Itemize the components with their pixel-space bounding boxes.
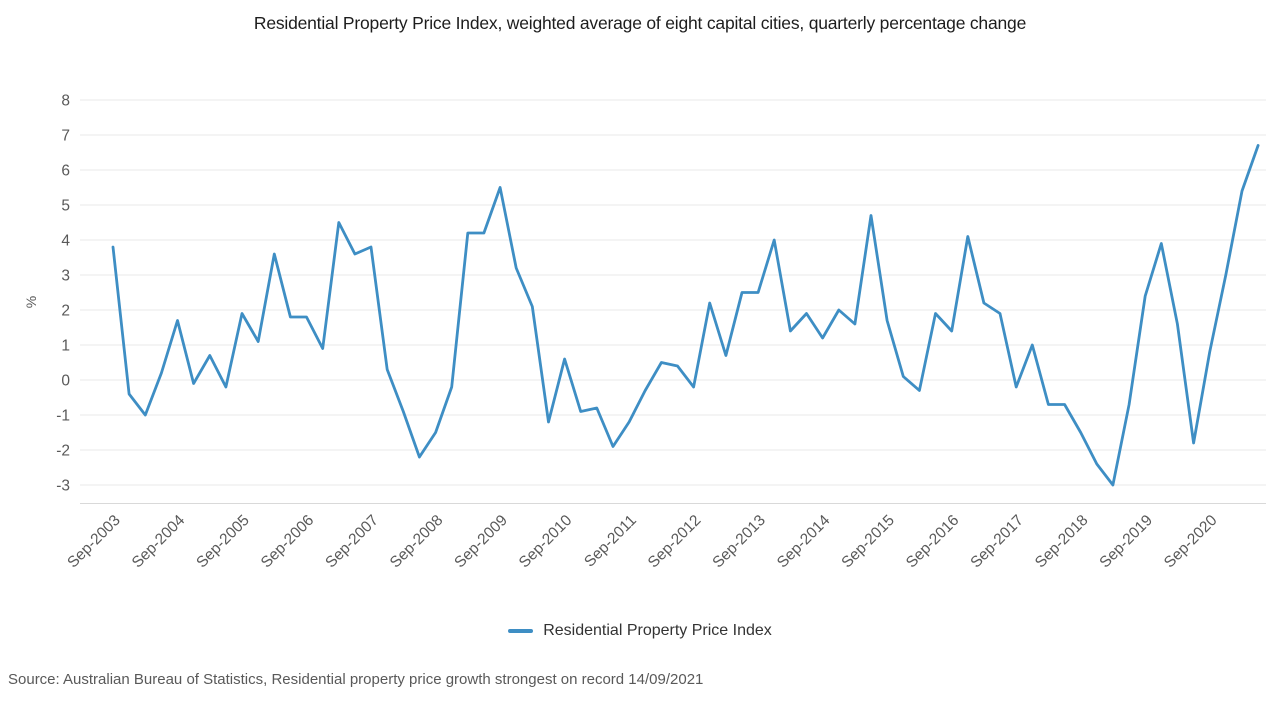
x-tick-label: Sep-2016 bbox=[903, 512, 963, 572]
x-tick-label: Sep-2007 bbox=[322, 512, 382, 572]
x-tick-label: Sep-2006 bbox=[258, 512, 318, 572]
y-tick-label: 7 bbox=[61, 128, 70, 145]
legend-label: Residential Property Price Index bbox=[543, 622, 772, 639]
legend-marker-line bbox=[508, 629, 534, 633]
y-tick-label: -2 bbox=[56, 443, 70, 460]
x-tick-label: Sep-2014 bbox=[774, 512, 834, 572]
y-tick-label: 8 bbox=[61, 93, 70, 110]
x-tick-label: Sep-2008 bbox=[387, 512, 447, 572]
x-tick-label: Sep-2011 bbox=[581, 512, 640, 571]
y-tick-label: 3 bbox=[61, 268, 70, 285]
y-axis-title: % bbox=[23, 296, 39, 308]
x-tick-label: Sep-2019 bbox=[1096, 512, 1156, 572]
x-tick-label: Sep-2015 bbox=[838, 512, 898, 572]
x-tick-label: Sep-2017 bbox=[967, 512, 1027, 572]
x-tick-label: Sep-2009 bbox=[451, 512, 511, 572]
chart-title: Residential Property Price Index, weight… bbox=[253, 13, 1027, 33]
x-tick-label: Sep-2013 bbox=[709, 512, 769, 572]
price-index-line bbox=[111, 144, 1260, 487]
y-tick-label: 1 bbox=[61, 338, 70, 355]
y-tick-label: -3 bbox=[56, 478, 70, 495]
x-tick-label: Sep-2020 bbox=[1161, 512, 1221, 572]
x-tick-label: Sep-2004 bbox=[129, 512, 189, 572]
x-tick-label: Sep-2012 bbox=[645, 512, 705, 572]
source-note: Source: Australian Bureau of Statistics,… bbox=[8, 671, 704, 688]
legend-item-price-index[interactable]: Residential Property Price Index bbox=[508, 622, 772, 640]
y-tick-label: 2 bbox=[61, 303, 70, 320]
y-tick-label: 4 bbox=[61, 233, 70, 250]
y-tick-label: 0 bbox=[61, 373, 70, 390]
x-tick-label: Sep-2005 bbox=[193, 512, 253, 572]
y-tick-label: 5 bbox=[61, 198, 70, 215]
x-tick-label: Sep-2018 bbox=[1032, 512, 1092, 572]
x-tick-label: Sep-2010 bbox=[516, 512, 576, 572]
y-tick-label: -1 bbox=[56, 408, 70, 425]
line-chart: -3 -2 -1 0 1 2 3 4 5 6 7 8% Sep-2003 Sep-2004 Sep-2005… bbox=[23, 93, 1266, 572]
y-tick-label: 6 bbox=[61, 163, 70, 180]
x-tick-label: Sep-2003 bbox=[64, 512, 124, 572]
legend: Residential Property Price Index bbox=[0, 622, 1280, 640]
